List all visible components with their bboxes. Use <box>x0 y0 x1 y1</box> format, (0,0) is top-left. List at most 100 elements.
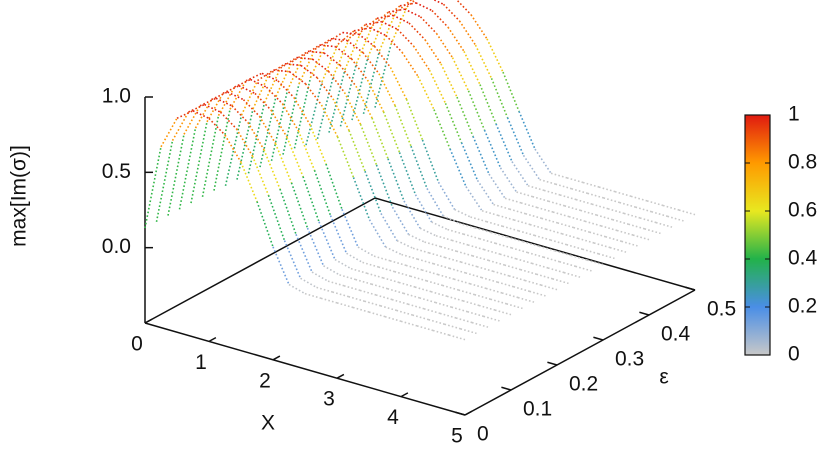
surface-segment <box>678 209 696 216</box>
surface-segment <box>369 27 387 37</box>
surface-segment <box>286 136 304 177</box>
surface-segment <box>403 200 421 229</box>
surface-segment <box>167 134 185 216</box>
surface-segment <box>506 117 525 156</box>
surface-segment <box>365 20 382 26</box>
surface-segment <box>440 63 458 98</box>
surface-segment <box>330 38 348 42</box>
surface-segment <box>375 294 393 301</box>
surface-segment <box>245 72 263 82</box>
surface-segment <box>559 260 576 268</box>
surface-segment <box>290 182 309 229</box>
surface-segment <box>596 214 613 221</box>
surface-segment <box>437 273 455 280</box>
y-axis-title: ε <box>659 366 668 389</box>
surface-segment <box>520 202 538 209</box>
surface-segment <box>346 39 364 54</box>
surface-segment <box>600 225 618 232</box>
surface-segment <box>359 289 377 296</box>
surface-segment <box>396 239 414 249</box>
surface-segment <box>213 109 231 191</box>
surface-segment <box>424 39 442 65</box>
surface-segment <box>283 240 302 279</box>
surface-segment <box>272 246 290 285</box>
surface-segment <box>432 0 444 5</box>
surface-segment <box>455 0 472 16</box>
surface-segment <box>488 259 505 266</box>
surface-segment <box>277 80 295 99</box>
surface-segment <box>527 184 545 192</box>
surface-segment <box>495 242 512 249</box>
surface-segment <box>382 111 401 153</box>
surface-segment <box>307 50 325 54</box>
surface-segment <box>362 50 381 115</box>
surface-segment <box>545 228 563 235</box>
x-tick-label: 1 <box>195 351 207 374</box>
surface-segment <box>284 63 302 67</box>
surface-segment <box>522 154 541 180</box>
surface-segment <box>444 323 461 330</box>
colorbar-tick-label: 1 <box>788 103 800 126</box>
surface-segment <box>404 8 421 18</box>
x-tick <box>208 336 217 343</box>
surface-segment <box>224 114 243 187</box>
surface-segment <box>405 264 423 271</box>
surface-segment <box>401 51 419 77</box>
box-edge <box>144 197 376 324</box>
surface-segment <box>398 281 416 288</box>
surface-segment <box>639 217 657 224</box>
surface-segment <box>273 69 290 73</box>
x-axis-title: X <box>261 412 275 435</box>
surface-segment <box>504 197 522 204</box>
surface-segment <box>304 83 323 106</box>
surface-segment <box>224 134 242 163</box>
surface-segment <box>474 227 492 234</box>
surface-segment <box>204 103 221 113</box>
surface-segment <box>580 209 597 216</box>
surface-segment <box>335 46 352 60</box>
surface-segment <box>348 295 365 302</box>
surface-segment <box>336 302 354 309</box>
surface-segment <box>378 12 397 51</box>
surface-segment <box>252 73 270 110</box>
surface-segment <box>419 227 437 237</box>
surface-segment <box>454 208 471 218</box>
surface-segment <box>481 276 498 283</box>
surface-segment <box>293 97 311 126</box>
surface-segment <box>400 320 418 327</box>
surface-segment <box>541 217 558 224</box>
y-tick-label: 0.4 <box>661 323 691 346</box>
surface-segment <box>449 148 467 187</box>
surface-segment <box>378 73 396 106</box>
surface-segment <box>499 167 518 193</box>
surface-segment <box>362 261 379 268</box>
surface-segment <box>297 130 316 171</box>
surface-segment <box>291 50 309 63</box>
surface-segment <box>257 69 274 82</box>
surface-segment <box>414 286 432 293</box>
surface-segment <box>442 214 460 224</box>
surface-segment <box>550 239 567 246</box>
surface-segment <box>407 303 425 310</box>
surface-segment <box>570 254 588 261</box>
surface-segment <box>534 148 552 174</box>
surface-segment <box>268 63 286 75</box>
surface-segment <box>282 83 300 155</box>
surface-segment <box>424 241 441 248</box>
surface-segment <box>391 206 410 235</box>
surface-segment <box>432 329 450 336</box>
surface-segment <box>607 207 625 215</box>
surface-segment <box>502 71 520 112</box>
x-tick <box>464 410 473 416</box>
surface-segment <box>470 216 487 223</box>
surface-segment <box>456 96 474 137</box>
surface-segment <box>433 262 450 270</box>
surface-segment <box>467 90 486 131</box>
surface-segment <box>490 231 508 238</box>
surface-segment <box>305 81 323 146</box>
surface-segment <box>566 243 583 250</box>
surface-segment <box>389 259 407 267</box>
surface-segment <box>396 28 415 47</box>
surface-segment <box>621 240 638 247</box>
